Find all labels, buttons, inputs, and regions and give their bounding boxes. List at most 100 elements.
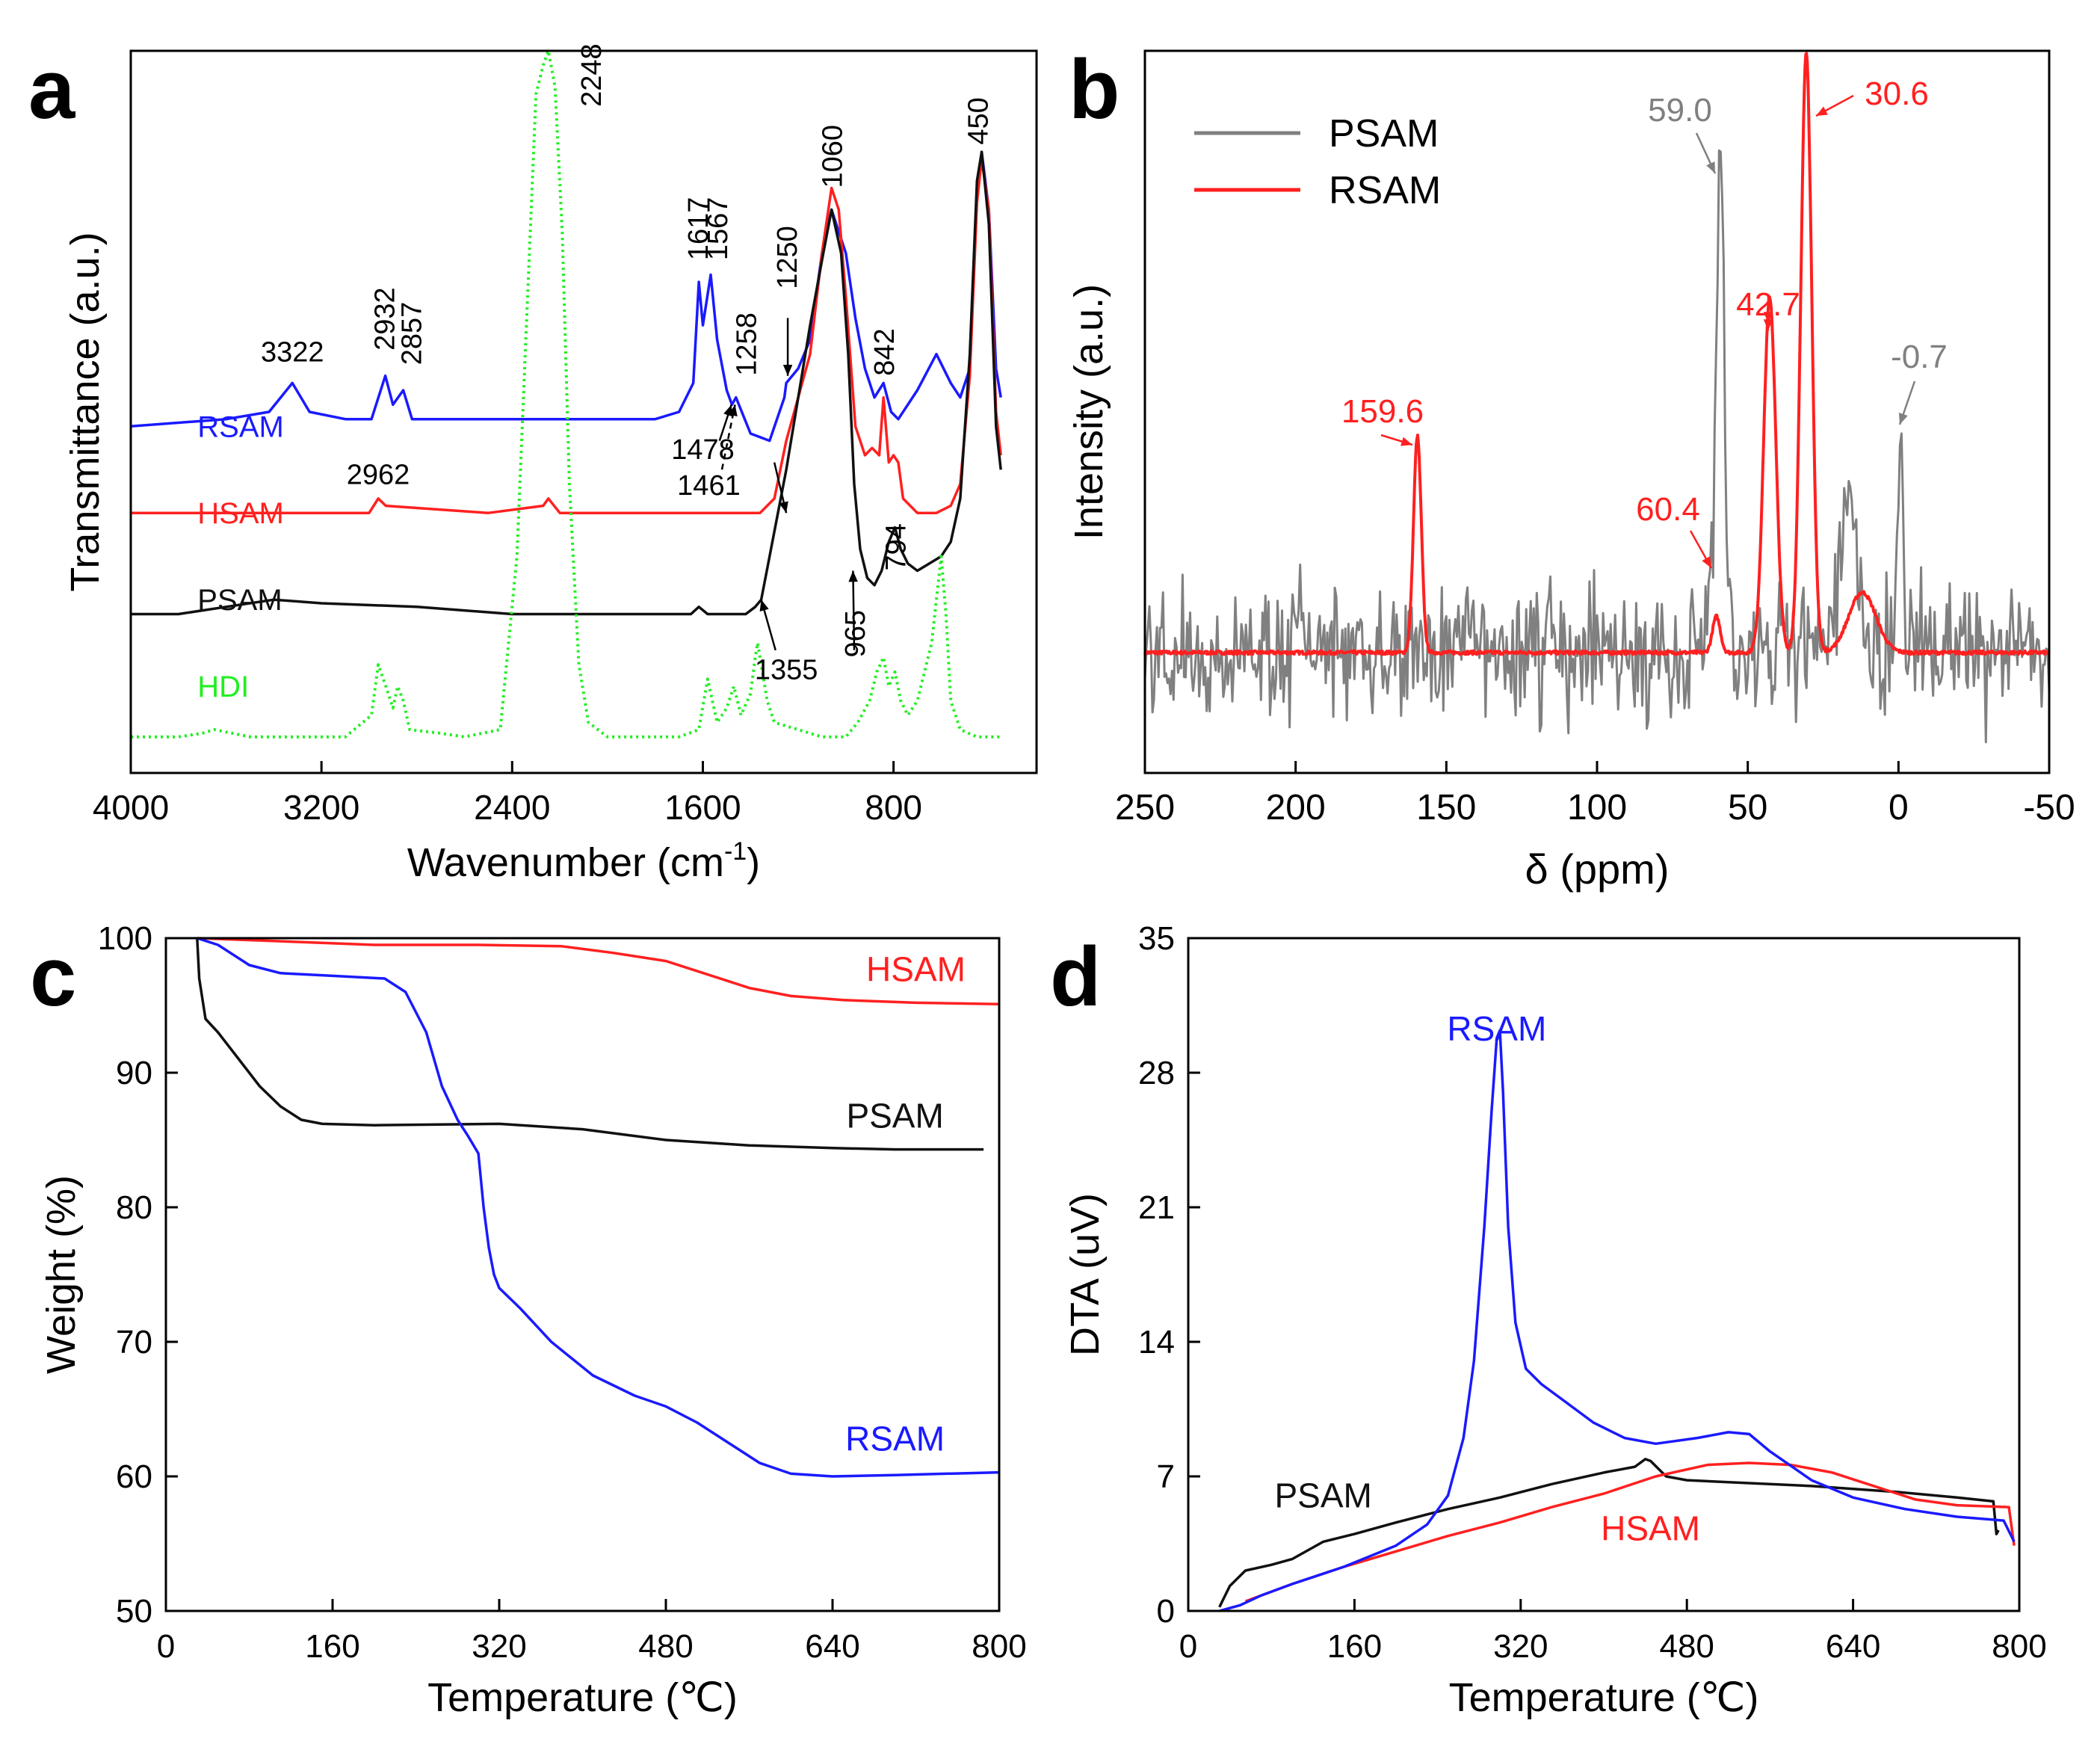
plot-frame	[129, 49, 1038, 774]
panel-label: d	[1050, 930, 1101, 1023]
peak-label: 2962	[347, 460, 410, 491]
plot-frame	[164, 937, 1001, 1612]
y-tick-label: 50	[116, 1593, 152, 1630]
panel-label: a	[28, 43, 75, 136]
x-tick-label: 800	[1992, 1628, 2046, 1665]
peak-label: 1461	[677, 470, 741, 502]
peak-label: 1617	[683, 197, 714, 261]
series-line-psam	[131, 150, 1002, 616]
peak-annotation: -0.7	[1891, 339, 1948, 375]
annotation-arrow-head	[782, 364, 793, 376]
y-axis-label: Weight (%)	[39, 1175, 84, 1374]
legend-label-rsam: RSAM	[1329, 169, 1441, 212]
x-axis-label-end: )	[747, 840, 760, 885]
y-tick-label: 90	[116, 1055, 152, 1091]
series-line-hsam	[197, 937, 1000, 1005]
annotation-arrow-line	[720, 404, 736, 470]
peak-annotation: 59.0	[1648, 92, 1712, 129]
x-tick-label: -50	[2023, 788, 2075, 828]
series-label-rsam: RSAM	[197, 410, 284, 443]
chart-panel-c: c HSAM PSAM RSAM 0 160 320 480 640 800 50 60 70 80 90 1…	[30, 920, 1027, 1720]
y-tick-label: 60	[116, 1458, 152, 1495]
x-tick-label: 0	[1889, 788, 1909, 828]
plot-frame	[1187, 937, 2021, 1612]
series-line-hsam	[131, 158, 1002, 514]
x-axis-label-superscript: -1	[724, 837, 747, 866]
y-tick-label: 14	[1138, 1324, 1175, 1361]
series-line-rsam	[197, 937, 1000, 1478]
x-tick-label: 320	[1493, 1628, 1548, 1665]
y-tick-label: 80	[116, 1189, 152, 1226]
peak-label: 1060	[818, 125, 849, 188]
y-axis-label: Transmittance (a.u.)	[63, 232, 108, 591]
y-tick-label: 0	[1157, 1593, 1175, 1630]
x-tick-label: 480	[638, 1628, 693, 1665]
peak-label: 1250	[772, 226, 803, 289]
series-line-psam	[1218, 1458, 2000, 1608]
series-line-hsam	[1244, 1461, 2016, 1603]
peak-label: 2857	[397, 302, 428, 366]
x-tick-label: 0	[1179, 1628, 1197, 1665]
x-tick-label: 800	[972, 1628, 1026, 1665]
series-line-rsam	[1219, 1029, 2016, 1612]
series-label-psam: PSAM	[197, 584, 282, 617]
series-label-hsam: HSAM	[1601, 1509, 1700, 1547]
series-label-psam: PSAM	[846, 1097, 943, 1136]
x-axis-label: Temperature (℃)	[1449, 1675, 1759, 1720]
chart-panel-a: a RSAM HSAM PSAM HDI 4000 3200 2400 1600 800 Waven…	[28, 43, 1038, 885]
annotation-arrow-head	[1763, 312, 1773, 323]
series-label-rsam: RSAM	[1447, 1009, 1546, 1048]
annotation-arrow-head	[759, 600, 769, 612]
x-tick-label: 640	[805, 1628, 859, 1665]
annotation-arrow-head	[1898, 413, 1908, 425]
annotation-arrow-head	[1706, 161, 1715, 173]
x-tick-label: 200	[1266, 788, 1326, 828]
panel-label: c	[30, 930, 76, 1023]
peak-label: 3322	[261, 336, 324, 368]
series-label-psam: PSAM	[1275, 1476, 1372, 1515]
chart-panel-b: b 250 200 150 100 50 0 -50 δ (ppm) Intensity (a.u…	[1066, 43, 2075, 893]
peak-label: 2932	[370, 287, 401, 351]
x-axis-label: δ (ppm)	[1525, 845, 1670, 893]
peak-label: 450	[963, 97, 994, 144]
peak-annotation: 60.4	[1636, 491, 1700, 528]
x-tick-label: 3200	[283, 788, 359, 827]
x-tick-label: 0	[157, 1628, 175, 1665]
y-tick-label: 35	[1138, 920, 1175, 957]
x-tick-label: 150	[1416, 788, 1476, 828]
x-tick-label: 320	[472, 1628, 526, 1665]
peak-label: 965	[840, 610, 871, 657]
peak-label: 2248	[576, 43, 608, 107]
x-axis-label: Wavenumber (cm-1)	[407, 837, 760, 885]
annotation-arrow-head	[1702, 556, 1711, 568]
x-tick-label: 480	[1659, 1628, 1714, 1665]
y-tick-label: 28	[1138, 1055, 1175, 1091]
chart-panel-d: d PSAM HSAM RSAM 0 160 320 480 640 800 0 7 14 21 28 35 T…	[1050, 920, 2047, 1720]
y-axis-label: DTA (uV)	[1063, 1193, 1108, 1356]
peak-annotation: 30.6	[1865, 76, 1929, 112]
annotation-arrow-line	[852, 570, 856, 650]
x-tick-label: 800	[865, 788, 922, 827]
y-tick-label: 21	[1138, 1189, 1175, 1226]
annotation-arrow-head	[848, 570, 858, 582]
series-label-hdi: HDI	[197, 671, 249, 703]
peak-label: 842	[869, 328, 901, 375]
peak-label: 1478	[671, 434, 735, 466]
x-tick-label: 160	[1327, 1628, 1382, 1665]
x-tick-label: 100	[1567, 788, 1627, 828]
series-label-hsam: HSAM	[866, 949, 966, 988]
y-tick-label: 70	[116, 1324, 152, 1361]
annotation-arrow-head	[1400, 437, 1412, 446]
series-line-psam	[1143, 149, 2051, 744]
series-line-rsam	[130, 150, 1002, 443]
peak-label: 1355	[755, 654, 818, 685]
series-label-hsam: HSAM	[197, 497, 284, 530]
panel-label: b	[1069, 43, 1120, 136]
annotation-arrow-head	[779, 501, 788, 514]
series-line-rsam	[1143, 52, 2051, 656]
annotation-arrow-head	[1763, 319, 1773, 330]
x-tick-label: 4000	[93, 788, 169, 827]
peak-annotation: 159.6	[1341, 393, 1424, 430]
x-axis-label: Temperature (℃)	[427, 1675, 738, 1720]
